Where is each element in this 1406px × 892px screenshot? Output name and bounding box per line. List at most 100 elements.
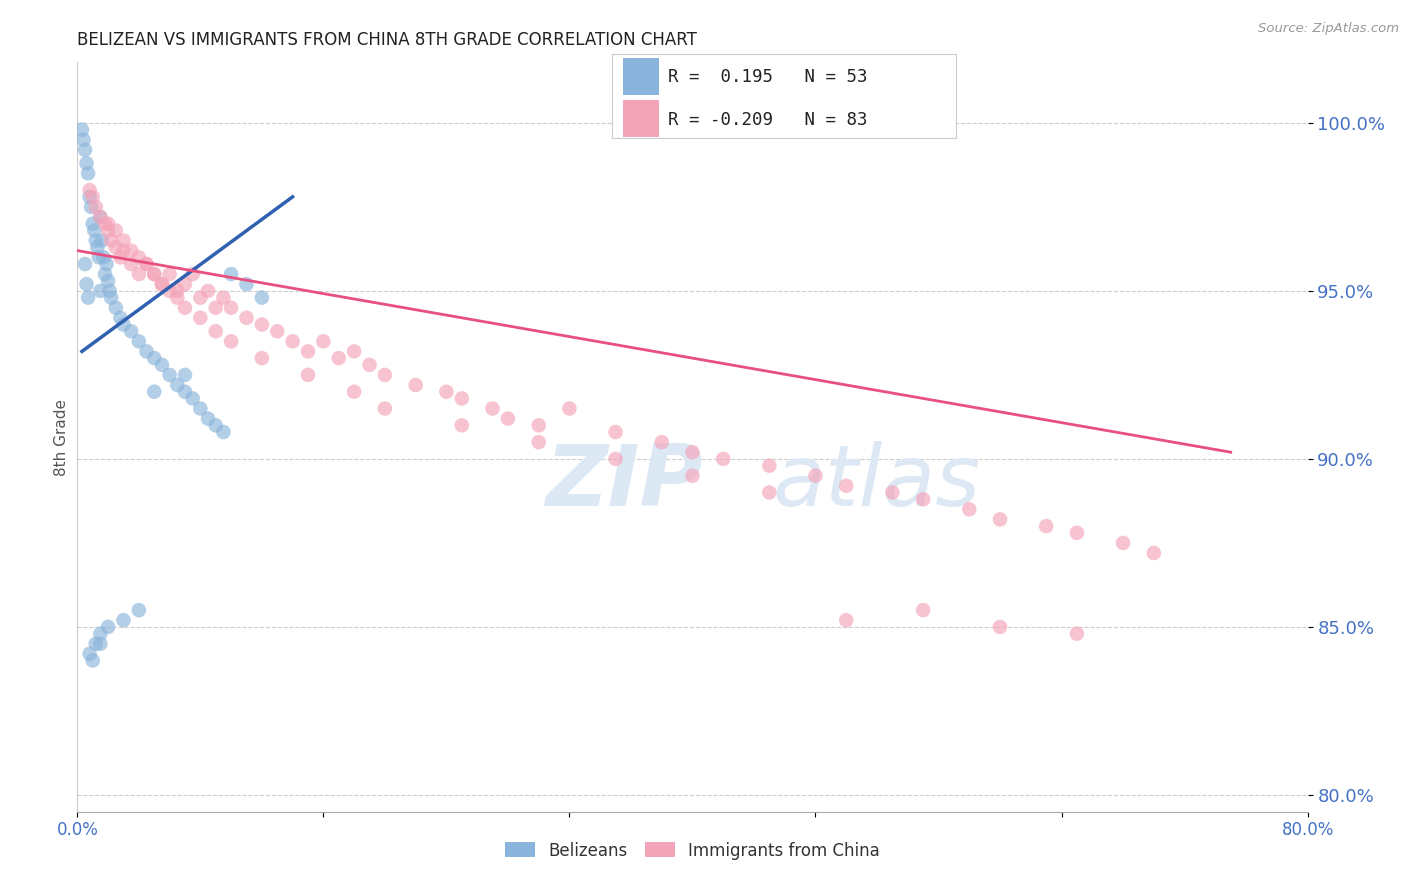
Point (76, 156, 98, 170)
Point (89, 210, 111, 224)
Point (235, 277, 257, 292)
Point (1066, 626, 1088, 640)
Point (82, 653, 104, 667)
Point (135, 344, 157, 359)
Point (89, 626, 111, 640)
Point (174, 368, 197, 382)
Point (94, 267, 117, 281)
Point (181, 267, 204, 281)
Point (481, 401, 503, 416)
Point (266, 324, 288, 338)
Point (143, 351, 166, 365)
Point (143, 267, 166, 281)
Text: BELIZEAN VS IMMIGRANTS FROM CHINA 8TH GRADE CORRELATION CHART: BELIZEAN VS IMMIGRANTS FROM CHINA 8TH GR… (77, 31, 697, 49)
Point (174, 277, 197, 292)
Point (86, 240, 108, 254)
Text: R = -0.209   N = 83: R = -0.209 N = 83 (668, 111, 868, 128)
Point (1112, 536, 1135, 550)
Point (77, 166, 100, 180)
Point (1035, 519, 1057, 533)
Point (988, 620, 1011, 634)
Point (128, 250, 150, 264)
Point (159, 267, 181, 281)
Point (104, 301, 127, 315)
Point (97, 217, 120, 231)
Point (128, 267, 150, 281)
Point (100, 234, 122, 248)
Point (682, 445, 704, 459)
Point (912, 603, 935, 617)
Point (135, 257, 157, 271)
Point (97, 274, 120, 288)
Point (204, 301, 226, 315)
Point (73, 257, 96, 271)
Point (143, 267, 166, 281)
Point (912, 492, 935, 507)
Point (219, 301, 242, 315)
Point (84, 637, 107, 651)
Point (450, 392, 472, 406)
Point (112, 244, 135, 258)
Point (70, 122, 93, 136)
Point (104, 240, 127, 254)
Point (104, 223, 127, 237)
Point (174, 384, 197, 399)
Point (112, 613, 135, 627)
Point (166, 284, 188, 298)
Point (204, 324, 226, 338)
Point (804, 468, 827, 483)
Point (188, 310, 212, 325)
Point (188, 401, 212, 416)
Point (558, 401, 581, 416)
Point (235, 310, 257, 325)
Point (835, 613, 858, 627)
Point (250, 318, 273, 332)
Legend: Belizeans, Immigrants from China: Belizeans, Immigrants from China (505, 841, 880, 860)
Point (100, 291, 122, 305)
Y-axis label: 8th Grade: 8th Grade (53, 399, 69, 475)
Point (128, 334, 150, 349)
Point (758, 485, 780, 500)
Point (835, 479, 858, 493)
Point (84, 234, 107, 248)
Text: ZIP: ZIP (546, 441, 703, 524)
Point (374, 368, 396, 382)
Point (135, 257, 157, 271)
Point (97, 620, 120, 634)
Point (120, 244, 142, 258)
Point (166, 378, 188, 392)
Point (197, 411, 219, 425)
Point (120, 257, 142, 271)
Point (89, 637, 111, 651)
Point (1143, 546, 1166, 560)
Point (405, 378, 427, 392)
Point (97, 223, 120, 237)
Point (312, 334, 335, 349)
Point (82, 190, 104, 204)
Point (527, 435, 550, 450)
Point (957, 502, 980, 516)
Point (682, 468, 704, 483)
Point (436, 384, 458, 399)
Point (120, 324, 142, 338)
Point (150, 277, 173, 292)
Point (219, 334, 242, 349)
Point (250, 291, 273, 305)
Point (605, 451, 627, 466)
Point (343, 344, 366, 359)
Point (112, 318, 135, 332)
Point (527, 418, 550, 433)
Point (204, 418, 226, 433)
Point (80, 200, 103, 214)
Point (98, 284, 121, 298)
Point (112, 234, 135, 248)
Point (84, 200, 107, 214)
Point (450, 418, 472, 433)
Point (110, 310, 132, 325)
Point (328, 351, 350, 365)
Point (359, 358, 381, 372)
Point (79, 647, 101, 661)
Point (72, 133, 94, 147)
Point (281, 334, 304, 349)
Point (711, 451, 734, 466)
